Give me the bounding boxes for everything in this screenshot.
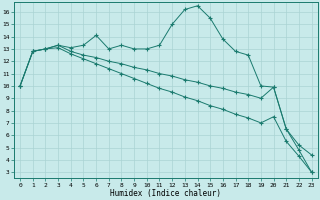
X-axis label: Humidex (Indice chaleur): Humidex (Indice chaleur) [110,189,221,198]
